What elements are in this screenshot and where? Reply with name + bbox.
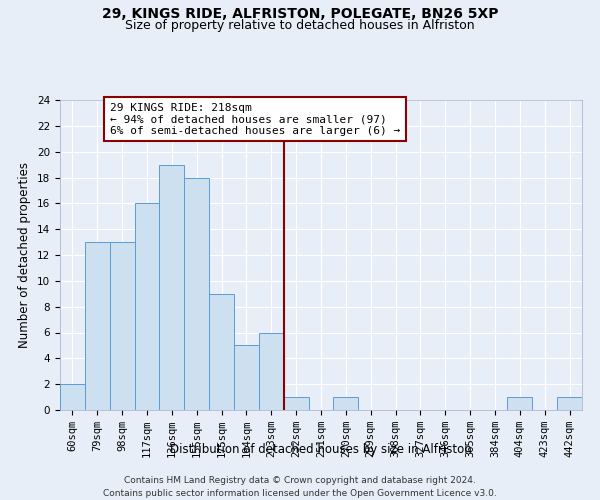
Text: Distribution of detached houses by size in Alfriston: Distribution of detached houses by size … xyxy=(170,442,472,456)
Text: Size of property relative to detached houses in Alfriston: Size of property relative to detached ho… xyxy=(125,19,475,32)
Bar xyxy=(234,346,259,410)
Bar xyxy=(209,294,234,410)
Bar xyxy=(85,242,110,410)
Text: 29 KINGS RIDE: 218sqm
← 94% of detached houses are smaller (97)
6% of semi-detac: 29 KINGS RIDE: 218sqm ← 94% of detached … xyxy=(110,102,400,136)
Text: 29, KINGS RIDE, ALFRISTON, POLEGATE, BN26 5XP: 29, KINGS RIDE, ALFRISTON, POLEGATE, BN2… xyxy=(102,8,498,22)
Bar xyxy=(557,397,582,410)
Y-axis label: Number of detached properties: Number of detached properties xyxy=(19,162,31,348)
Bar xyxy=(334,397,358,410)
Bar xyxy=(160,164,184,410)
Bar xyxy=(60,384,85,410)
Bar xyxy=(508,397,532,410)
Bar xyxy=(284,397,308,410)
Bar xyxy=(110,242,134,410)
Bar xyxy=(184,178,209,410)
Bar xyxy=(134,204,160,410)
Bar xyxy=(259,332,284,410)
Text: Contains HM Land Registry data © Crown copyright and database right 2024.: Contains HM Land Registry data © Crown c… xyxy=(124,476,476,485)
Text: Contains public sector information licensed under the Open Government Licence v3: Contains public sector information licen… xyxy=(103,489,497,498)
